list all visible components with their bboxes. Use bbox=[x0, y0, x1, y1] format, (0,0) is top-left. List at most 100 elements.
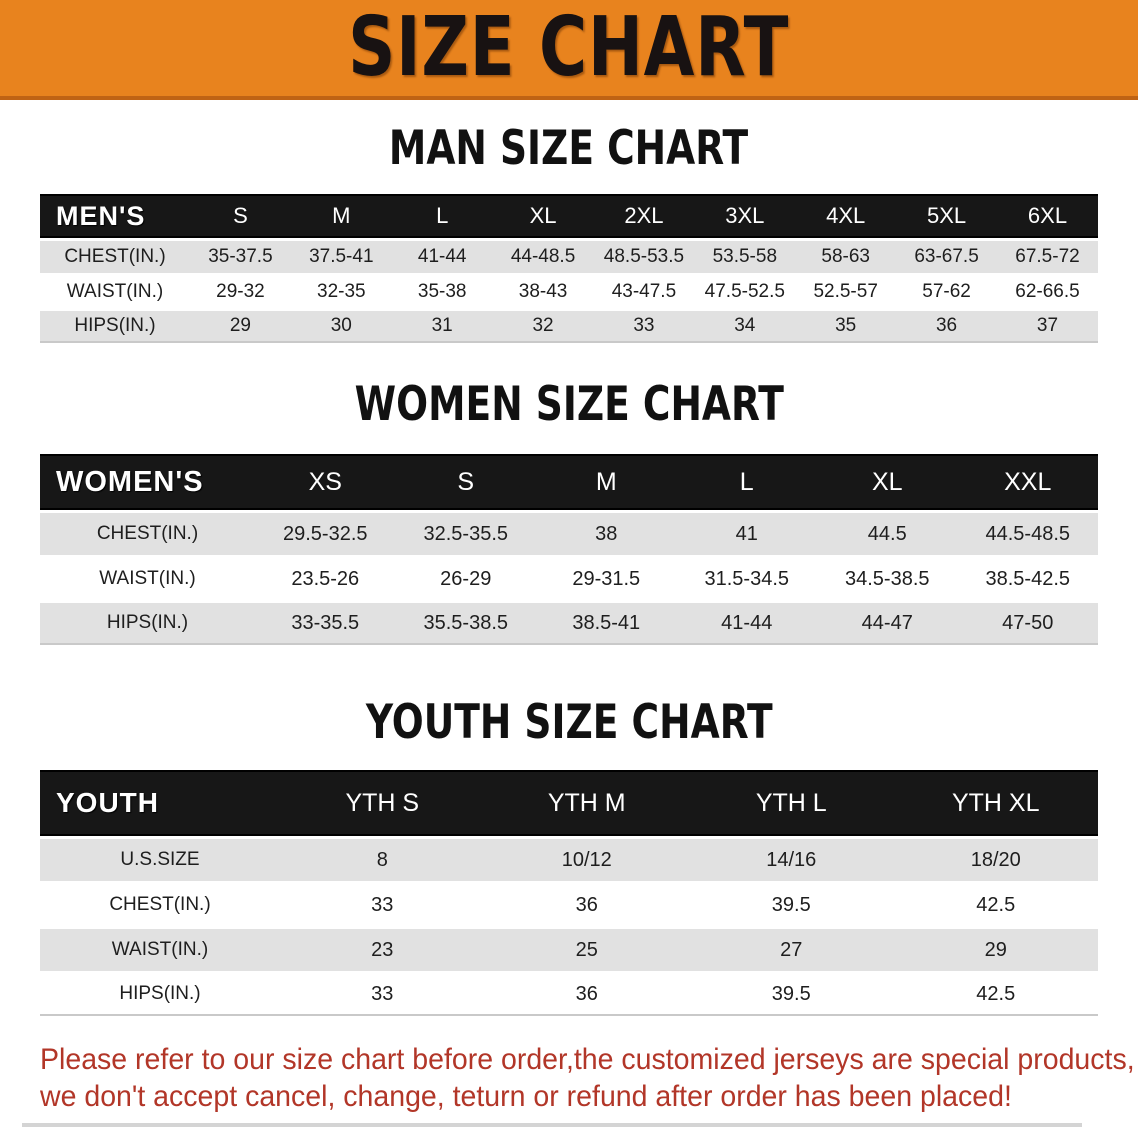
measurement-value: 38.5-42.5 bbox=[957, 558, 1098, 600]
measurement-row: HIPS(IN.) 33-35.5 35.5-38.5 38.5-41 41-44 44-… bbox=[40, 603, 1098, 645]
disclaimer: Please refer to our size chart before or… bbox=[40, 1041, 1138, 1115]
size-column-header: 3XL bbox=[694, 194, 796, 238]
measurement-value: 14/16 bbox=[689, 839, 894, 881]
measurement-value: 35-38 bbox=[391, 276, 493, 308]
measurement-value: 67.5-72 bbox=[997, 241, 1098, 273]
measurement-label: HIPS(IN.) bbox=[40, 974, 280, 1016]
measurement-value: 35-37.5 bbox=[190, 241, 291, 273]
measurement-label: CHEST(IN.) bbox=[40, 884, 280, 926]
size-header-row: WOMEN'S XS S M L XL XXL bbox=[40, 454, 1098, 510]
size-column-header: XXL bbox=[957, 454, 1098, 510]
measurement-value: 44-47 bbox=[817, 603, 958, 645]
measurement-value: 29-31.5 bbox=[536, 558, 677, 600]
measurement-label: WAIST(IN.) bbox=[40, 929, 280, 971]
measurement-label: CHEST(IN.) bbox=[40, 241, 190, 273]
measurement-value: 29 bbox=[893, 929, 1098, 971]
measurement-row: WAIST(IN.) 29-32 32-35 35-38 38-43 43-47.5 47.… bbox=[40, 276, 1098, 308]
measurement-value: 33 bbox=[280, 884, 485, 926]
measurement-value: 26-29 bbox=[395, 558, 536, 600]
measurement-value: 33-35.5 bbox=[255, 603, 396, 645]
size-column-header: YTH S bbox=[280, 770, 485, 836]
measurement-value: 58-63 bbox=[795, 241, 897, 273]
size-column-header: M bbox=[536, 454, 677, 510]
size-column-header: 5XL bbox=[896, 194, 997, 238]
measurement-value: 32 bbox=[492, 311, 594, 343]
size-column-header: L bbox=[676, 454, 817, 510]
size-header-row: MEN'S S M L XL 2XL 3XL 4XL 5XL 6XL bbox=[40, 194, 1098, 238]
disclaimer-line-1: Please refer to our size chart before or… bbox=[40, 1043, 1135, 1076]
men-heading-text: MAN SIZE CHART bbox=[389, 121, 749, 176]
measurement-value: 36 bbox=[896, 311, 997, 343]
size-column-header: XS bbox=[255, 454, 396, 510]
youth-heading-text: YOUTH SIZE CHART bbox=[365, 695, 773, 750]
youth-section: YOUTH SIZE CHART YOUTH YTH S YTH M YTH L YTH… bbox=[0, 698, 1138, 1019]
disclaimer-line-2: we don't accept cancel, change, teturn o… bbox=[40, 1080, 1012, 1113]
measurement-value: 31.5-34.5 bbox=[676, 558, 817, 600]
measurement-value: 57-62 bbox=[896, 276, 997, 308]
measurement-value: 42.5 bbox=[893, 974, 1098, 1016]
measurement-value: 8 bbox=[280, 839, 485, 881]
measurement-value: 44-48.5 bbox=[492, 241, 594, 273]
measurement-value: 44.5-48.5 bbox=[957, 513, 1098, 555]
youth-size-table: YOUTH YTH S YTH M YTH L YTH XL U.S.SIZE 8 10/12… bbox=[40, 767, 1098, 1019]
measurement-label: CHEST(IN.) bbox=[40, 513, 255, 555]
size-chart-content: MAN SIZE CHART MEN'S S M L XL 2XL 3XL 4XL 5XL 6XL… bbox=[0, 124, 1138, 1127]
measurement-row: CHEST(IN.) 29.5-32.5 32.5-35.5 38 41 44.5 44.5… bbox=[40, 513, 1098, 555]
measurement-value: 35.5-38.5 bbox=[395, 603, 536, 645]
measurement-label: WAIST(IN.) bbox=[40, 558, 255, 600]
measurement-row: HIPS(IN.) 33 36 39.5 42.5 bbox=[40, 974, 1098, 1016]
measurement-value: 43-47.5 bbox=[593, 276, 695, 308]
youth-section-heading: YOUTH SIZE CHART bbox=[0, 698, 1138, 748]
measurement-label: HIPS(IN.) bbox=[40, 603, 255, 645]
banner-title: SIZE CHART bbox=[348, 0, 790, 95]
measurement-value: 42.5 bbox=[893, 884, 1098, 926]
measurement-value: 34.5-38.5 bbox=[817, 558, 958, 600]
measurement-value: 34 bbox=[694, 311, 796, 343]
measurement-row: WAIST(IN.) 23.5-26 26-29 29-31.5 31.5-34.5 34… bbox=[40, 558, 1098, 600]
measurement-value: 31 bbox=[391, 311, 493, 343]
size-column-header: XL bbox=[817, 454, 958, 510]
table-group-label: MEN'S bbox=[40, 194, 190, 238]
measurement-value: 38.5-41 bbox=[536, 603, 677, 645]
men-section-heading: MAN SIZE CHART bbox=[0, 124, 1138, 174]
measurement-value: 29.5-32.5 bbox=[255, 513, 396, 555]
measurement-value: 39.5 bbox=[689, 974, 894, 1016]
measurement-value: 38-43 bbox=[492, 276, 594, 308]
measurement-value: 23 bbox=[280, 929, 485, 971]
measurement-value: 23.5-26 bbox=[255, 558, 396, 600]
measurement-value: 35 bbox=[795, 311, 897, 343]
size-column-header: YTH M bbox=[484, 770, 689, 836]
table-group-label: WOMEN'S bbox=[40, 454, 255, 510]
size-column-header: L bbox=[391, 194, 493, 238]
measurement-value: 30 bbox=[290, 311, 392, 343]
women-size-table: WOMEN'S XS S M L XL XXL CHEST(IN.) 29.5-32.5 32.5… bbox=[40, 451, 1098, 648]
size-column-header: M bbox=[290, 194, 392, 238]
women-heading-text: WOMEN SIZE CHART bbox=[354, 377, 784, 432]
size-column-header: YTH L bbox=[689, 770, 894, 836]
measurement-value: 29-32 bbox=[190, 276, 291, 308]
measurement-label: HIPS(IN.) bbox=[40, 311, 190, 343]
measurement-row: WAIST(IN.) 23 25 27 29 bbox=[40, 929, 1098, 971]
measurement-value: 27 bbox=[689, 929, 894, 971]
measurement-value: 39.5 bbox=[689, 884, 894, 926]
measurement-value: 32-35 bbox=[290, 276, 392, 308]
measurement-value: 38 bbox=[536, 513, 677, 555]
measurement-value: 33 bbox=[280, 974, 485, 1016]
measurement-label: WAIST(IN.) bbox=[40, 276, 190, 308]
men-section: MAN SIZE CHART MEN'S S M L XL 2XL 3XL 4XL 5XL 6XL… bbox=[0, 124, 1138, 346]
size-column-header: XL bbox=[492, 194, 594, 238]
measurement-value: 44.5 bbox=[817, 513, 958, 555]
size-column-header: S bbox=[190, 194, 291, 238]
women-section-heading: WOMEN SIZE CHART bbox=[0, 380, 1138, 430]
measurement-value: 10/12 bbox=[484, 839, 689, 881]
measurement-value: 41 bbox=[676, 513, 817, 555]
men-size-table: MEN'S S M L XL 2XL 3XL 4XL 5XL 6XL CHEST(IN.) 35-37… bbox=[40, 191, 1098, 346]
measurement-row: HIPS(IN.) 29 30 31 32 33 34 35 36 37 bbox=[40, 311, 1098, 343]
table-group-label: YOUTH bbox=[40, 770, 280, 836]
measurement-row: U.S.SIZE 8 10/12 14/16 18/20 bbox=[40, 839, 1098, 881]
measurement-value: 41-44 bbox=[391, 241, 493, 273]
measurement-value: 53.5-58 bbox=[694, 241, 796, 273]
size-column-header: 4XL bbox=[795, 194, 897, 238]
measurement-value: 37.5-41 bbox=[290, 241, 392, 273]
size-column-header: 2XL bbox=[593, 194, 695, 238]
